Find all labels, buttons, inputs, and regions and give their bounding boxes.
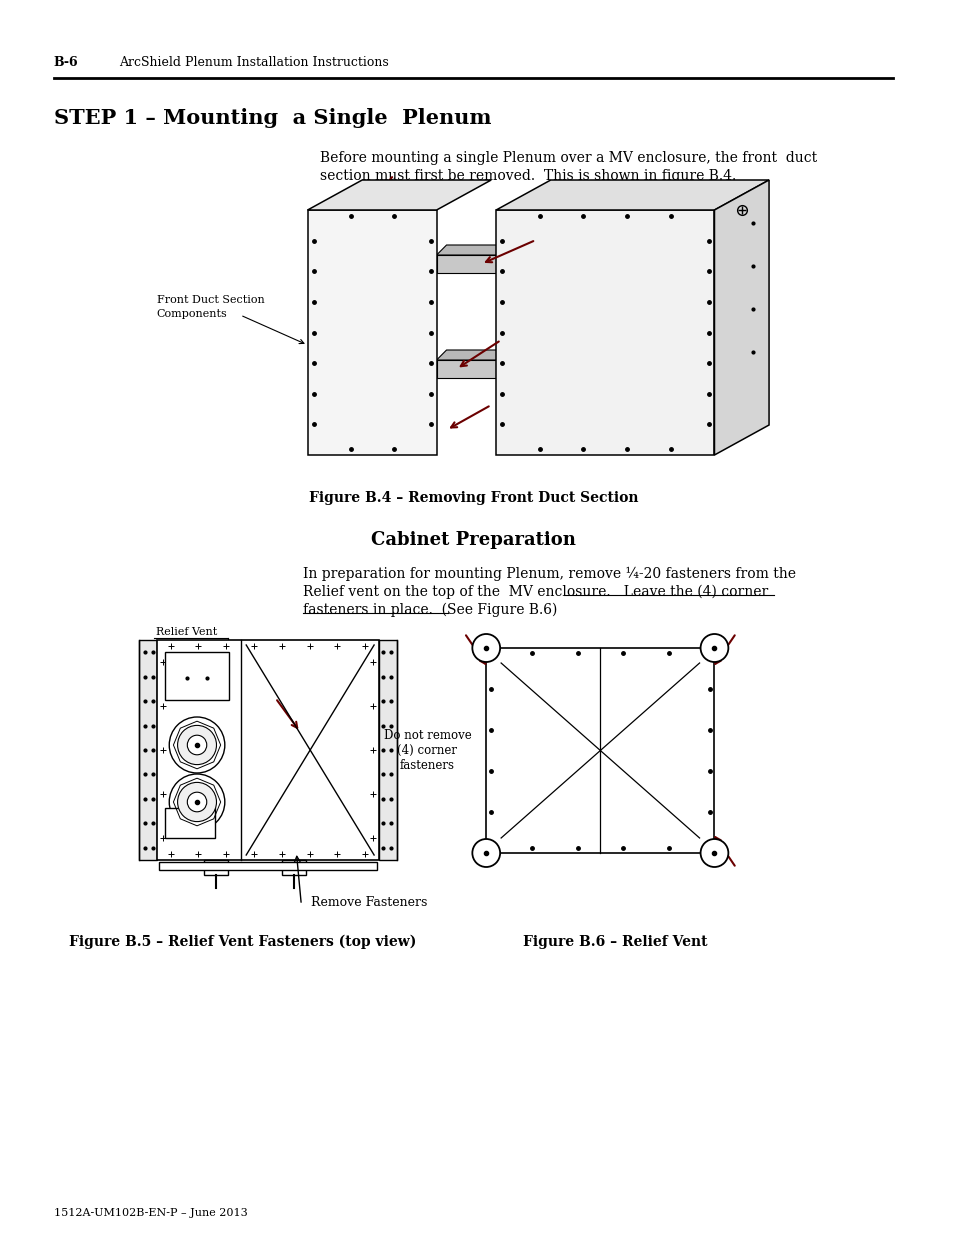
Text: Cabinet Preparation: Cabinet Preparation — [371, 531, 576, 550]
Circle shape — [187, 735, 207, 755]
Text: Relief Vent: Relief Vent — [155, 627, 217, 637]
Text: ArcShield Plenum Installation Instructions: ArcShield Plenum Installation Instructio… — [119, 56, 389, 68]
Circle shape — [187, 792, 207, 811]
Text: In preparation for mounting Plenum, remove ¼-20 fasteners from the: In preparation for mounting Plenum, remo… — [302, 567, 795, 582]
Circle shape — [169, 774, 225, 830]
Polygon shape — [165, 808, 215, 839]
Polygon shape — [436, 254, 496, 273]
Polygon shape — [139, 640, 156, 860]
Circle shape — [472, 634, 499, 662]
Text: Remove Fasteners: Remove Fasteners — [311, 895, 427, 909]
Circle shape — [177, 783, 216, 821]
Polygon shape — [496, 210, 714, 454]
Text: Front Duct Section: Front Duct Section — [156, 295, 264, 305]
Polygon shape — [204, 860, 228, 876]
Polygon shape — [486, 648, 714, 853]
Text: STEP 1 – Mounting  a Single  Plenum: STEP 1 – Mounting a Single Plenum — [53, 107, 491, 128]
Polygon shape — [378, 640, 396, 860]
Text: Figure B.5 – Relief Vent Fasteners (top view): Figure B.5 – Relief Vent Fasteners (top … — [70, 935, 416, 950]
Polygon shape — [436, 245, 505, 254]
Polygon shape — [158, 862, 376, 869]
Polygon shape — [281, 860, 305, 876]
Polygon shape — [496, 180, 768, 210]
Polygon shape — [165, 652, 229, 700]
Circle shape — [700, 839, 727, 867]
Polygon shape — [436, 350, 505, 359]
Text: Relief vent on the top of the  MV enclosure.   Leave the (4) corner: Relief vent on the top of the MV enclosu… — [302, 585, 767, 599]
Text: Figure B.6 – Relief Vent: Figure B.6 – Relief Vent — [522, 935, 707, 948]
Circle shape — [472, 839, 499, 867]
Polygon shape — [307, 210, 436, 454]
Polygon shape — [307, 180, 491, 210]
Text: fasteners in place.  (See Figure B.6): fasteners in place. (See Figure B.6) — [302, 603, 557, 618]
Polygon shape — [436, 359, 496, 378]
Text: Do not remove
(4) corner
fasteners: Do not remove (4) corner fasteners — [383, 729, 471, 772]
Polygon shape — [714, 180, 768, 454]
Polygon shape — [156, 640, 378, 860]
Circle shape — [700, 634, 727, 662]
Text: B-6: B-6 — [53, 56, 78, 68]
Text: Figure B.4 – Removing Front Duct Section: Figure B.4 – Removing Front Duct Section — [308, 492, 638, 505]
Text: Before mounting a single Plenum over a MV enclosure, the front  duct: Before mounting a single Plenum over a M… — [319, 151, 816, 165]
Text: section must first be removed.  This is shown in figure B.4.: section must first be removed. This is s… — [319, 169, 735, 183]
Circle shape — [177, 725, 216, 764]
Text: 1512A-UM102B-EN-P – June 2013: 1512A-UM102B-EN-P – June 2013 — [53, 1208, 247, 1218]
Circle shape — [169, 718, 225, 773]
Text: Components: Components — [156, 309, 228, 319]
